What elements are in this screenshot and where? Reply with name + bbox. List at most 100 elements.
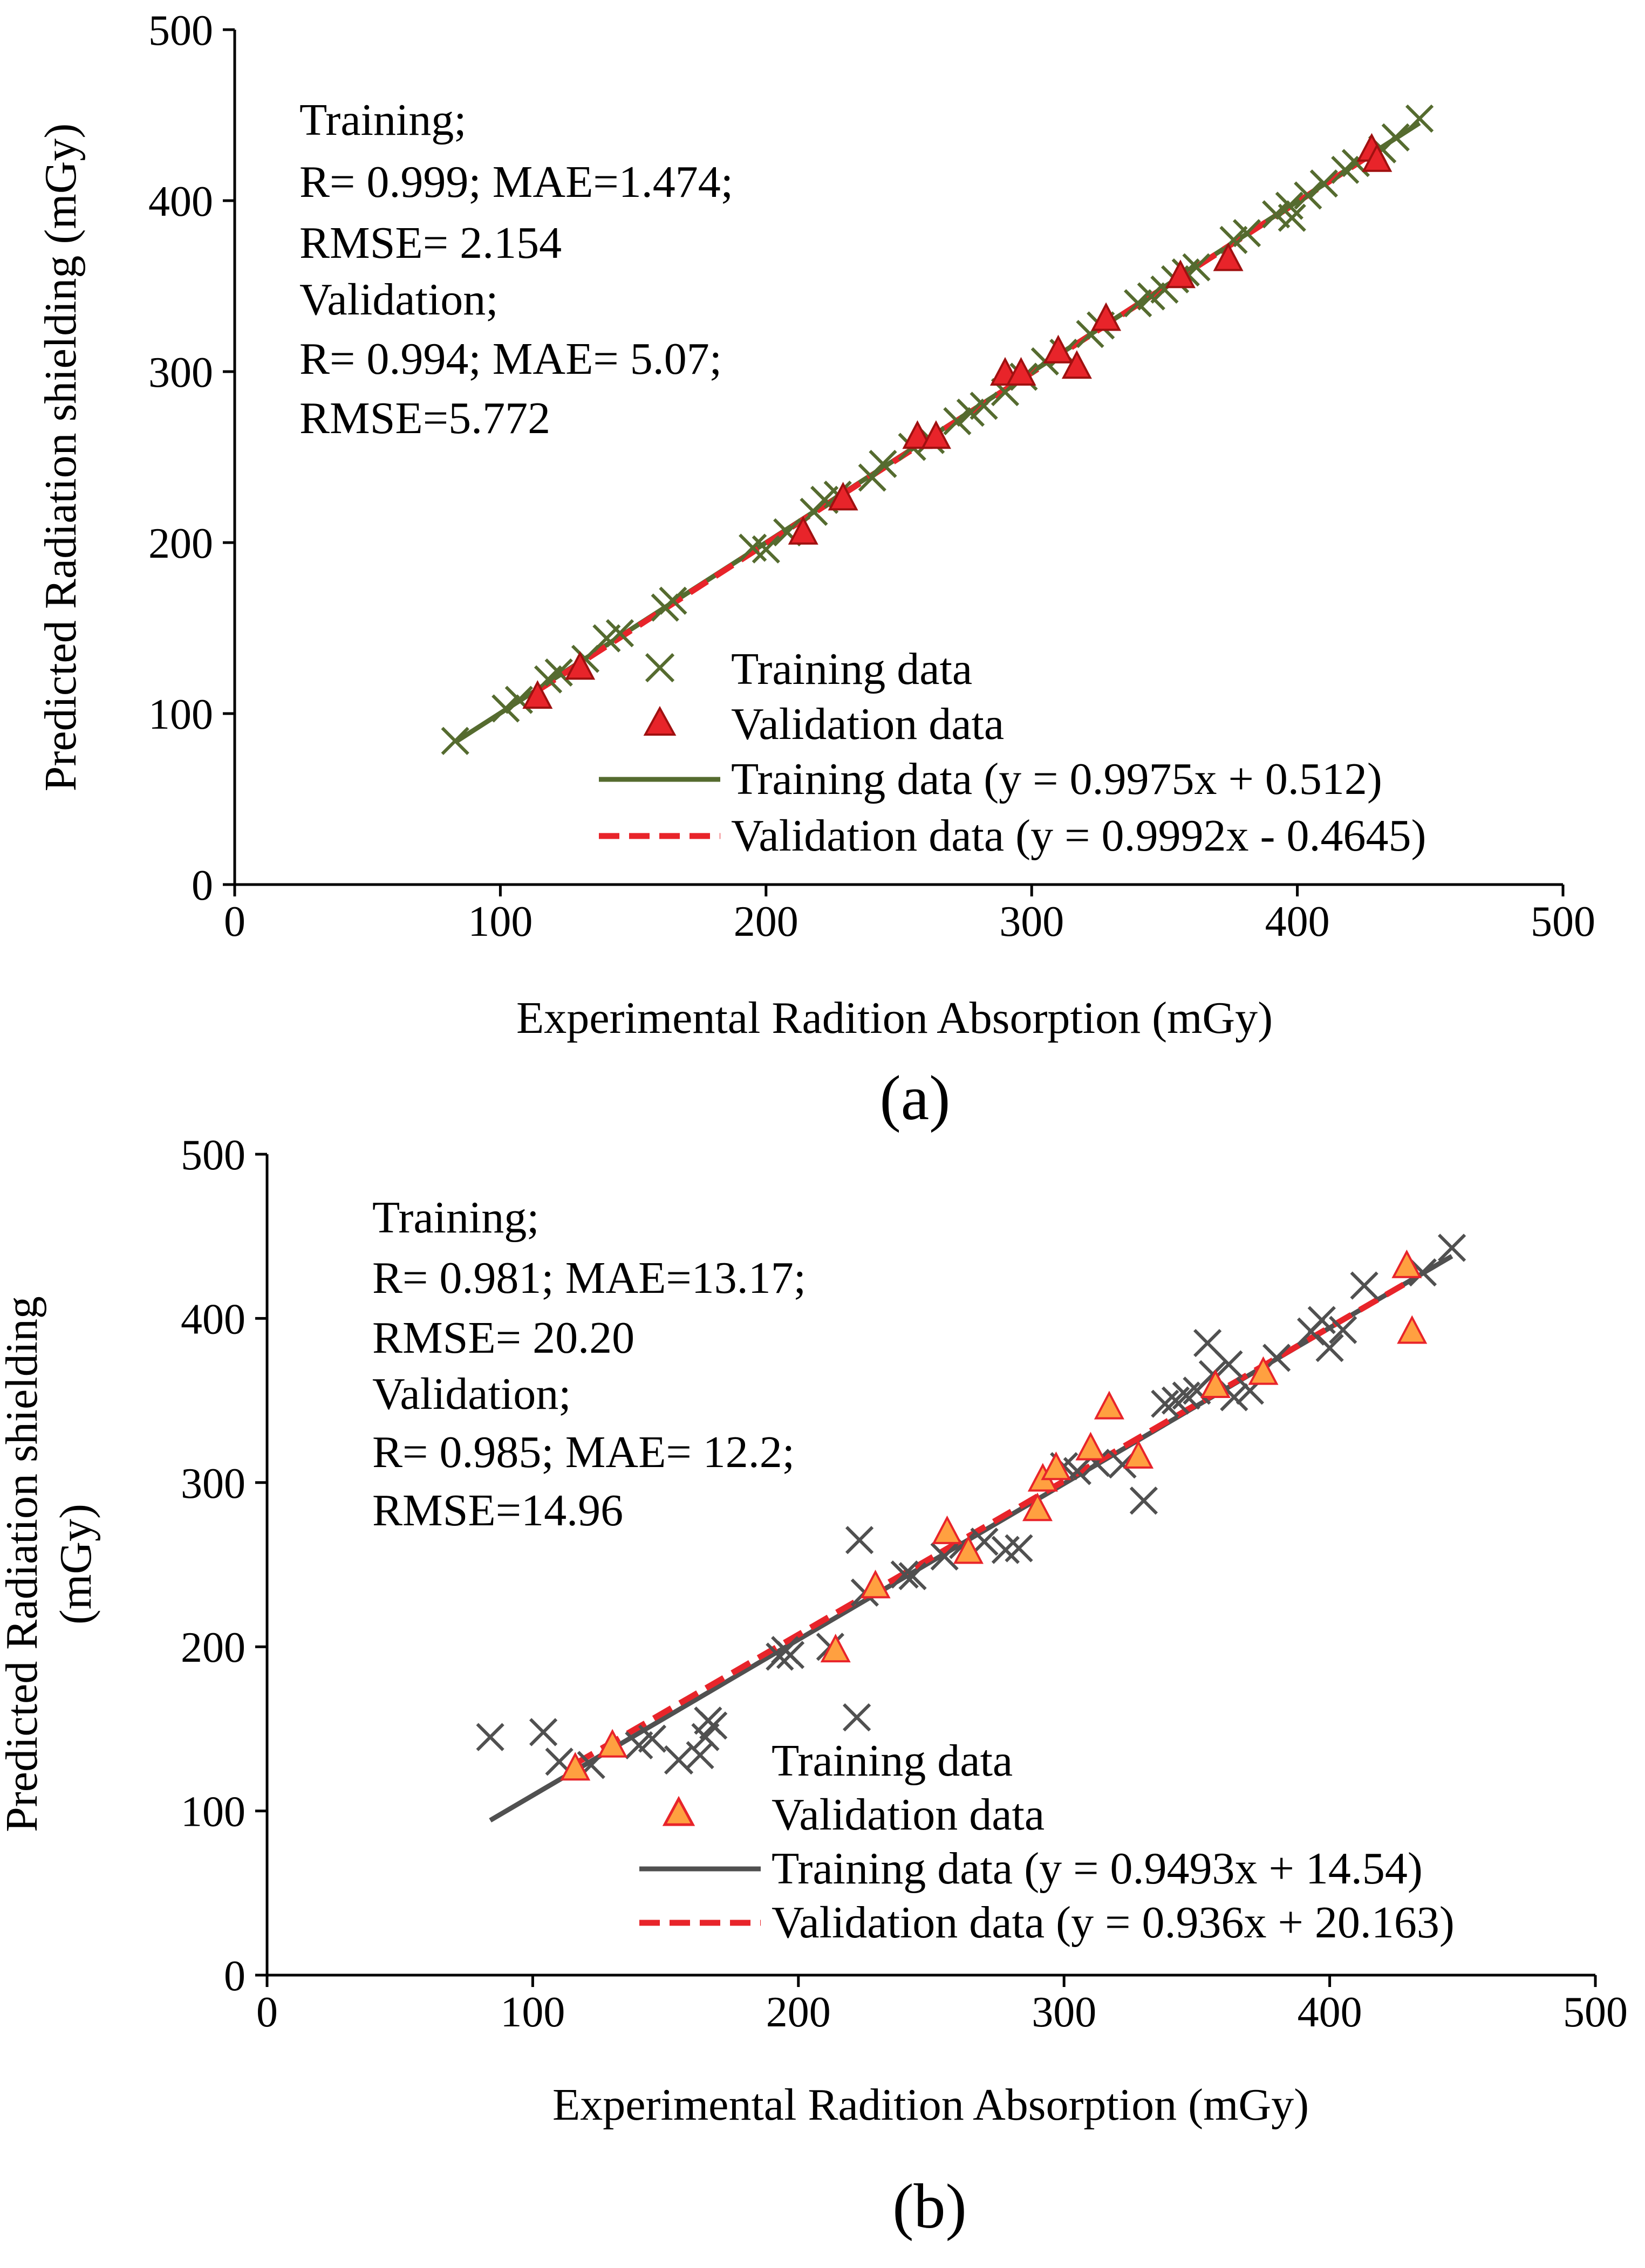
training-point [1381, 123, 1410, 152]
training-point [752, 535, 780, 564]
x-tick-label: 500 [1563, 1989, 1628, 2036]
legend-validation-fit-label: Validation data (y = 0.9992x - 0.4645) [731, 811, 1426, 861]
stats-line-3: RMSE= 2.154 [299, 218, 562, 268]
x-tick-label: 500 [1531, 898, 1595, 945]
training-point [930, 1542, 959, 1571]
training-point [858, 463, 886, 492]
training-point [1405, 104, 1434, 133]
panel-label: (a) [880, 1063, 951, 1133]
training-point [1129, 1486, 1158, 1515]
legend: Training data Validation data Training d… [599, 644, 1426, 861]
y-tick-label: 0 [224, 1952, 245, 2000]
training-point [1315, 1334, 1344, 1362]
y-axis-label: Predicted Radiation shielding (mGy) [36, 124, 86, 792]
legend: Training data Validation data Training d… [639, 1736, 1455, 1948]
validation-point [1165, 259, 1196, 289]
stats-annotation: Training; R= 0.981; MAE=13.17; RMSE= 20.… [372, 1193, 806, 1536]
stats-line-4: Validation; [299, 275, 499, 325]
y-tick-label: 100 [181, 1789, 245, 1836]
x-tick-label: 400 [1298, 1989, 1362, 2036]
training-point [1350, 1271, 1378, 1300]
training-point [1219, 225, 1248, 255]
training-point [1232, 219, 1261, 248]
y-axis-label-line-2: (mGy) [51, 1504, 101, 1625]
training-point [970, 392, 998, 420]
validation-point [902, 420, 933, 449]
legend-validation-fit-label: Validation data (y = 0.936x + 20.163) [772, 1897, 1455, 1948]
y-axis-label-line-1: Predicted Radiation shielding (mGy) [36, 124, 86, 792]
training-point [1294, 181, 1322, 210]
chart-panel-b: 0 100 200 300 400 500 0 100 200 300 400 500 Trainin… [0, 1132, 1628, 2242]
validation-point [953, 1535, 984, 1564]
y-axis-label-line-1: Predicted Radiation shielding [0, 1296, 47, 1832]
x-tick-label: 0 [256, 1989, 278, 2036]
training-point [845, 1526, 874, 1554]
validation-point [920, 420, 951, 449]
training-point [638, 1724, 667, 1753]
training-point [605, 619, 634, 648]
tick-group: 0 100 200 300 400 500 0 100 200 300 400 500 [181, 1132, 1628, 2036]
stats-line-6: RMSE=14.96 [372, 1485, 623, 1536]
training-point [1214, 1350, 1243, 1379]
stats-line-4: Validation; [372, 1369, 571, 1419]
legend-training-marker [664, 1745, 694, 1775]
stats-line-5: R= 0.985; MAE= 12.2; [372, 1427, 795, 1477]
training-point [1005, 1534, 1033, 1563]
x-tick-label: 200 [766, 1989, 831, 2036]
y-axis-label: Predicted Radiation shielding(mGy) [0, 1296, 101, 1832]
stats-line-1: Training; [372, 1193, 540, 1243]
training-point [1309, 169, 1338, 198]
panel-label: (b) [892, 2171, 967, 2242]
y-tick-label: 500 [148, 7, 213, 54]
training-point [476, 1723, 504, 1751]
legend-validation-label: Validation data [772, 1790, 1045, 1840]
training-point [1151, 1389, 1179, 1418]
x-tick-label: 300 [999, 898, 1064, 945]
training-point [699, 1711, 728, 1740]
x-tick-label: 0 [224, 898, 245, 945]
points-group [476, 1234, 1466, 1781]
validation-point [1094, 1390, 1124, 1420]
y-tick-label: 400 [181, 1296, 245, 1343]
legend-validation-marker [662, 1796, 695, 1826]
validation-point [1362, 143, 1393, 172]
y-tick-label: 500 [181, 1132, 245, 1179]
y-tick-label: 300 [148, 349, 213, 396]
validation-fit-line [574, 1277, 1414, 1766]
validation-point [1041, 1451, 1071, 1481]
validation-point [1091, 302, 1122, 331]
legend-training-label: Training data [772, 1736, 1013, 1786]
training-point [898, 1562, 927, 1591]
validation-point [560, 1752, 591, 1781]
training-point [441, 727, 469, 755]
y-tick-label: 0 [192, 862, 213, 909]
axes-group [265, 1154, 1595, 1977]
training-point [943, 407, 972, 436]
validation-point [597, 1729, 628, 1758]
training-point [1437, 1234, 1466, 1262]
validation-point [1006, 357, 1036, 386]
training-point [529, 1718, 558, 1746]
legend-training-fit-label: Training data (y = 0.9975x + 0.512) [731, 754, 1382, 804]
tick-group: 0 100 200 300 400 500 0 100 200 300 400 500 [148, 7, 1595, 945]
validation-point [1391, 1249, 1422, 1278]
validation-point [565, 651, 596, 680]
training-point [1124, 289, 1152, 318]
stats-line-1: Training; [299, 95, 467, 145]
validation-point [1397, 1315, 1428, 1344]
training-point [1307, 1306, 1336, 1334]
y-tick-label: 200 [148, 520, 213, 567]
stats-line-5: R= 0.994; MAE= 5.07; [299, 334, 722, 384]
validation-point [1123, 1440, 1154, 1469]
validation-point [788, 516, 818, 545]
stats-line-2: R= 0.981; MAE=13.17; [372, 1253, 806, 1303]
legend-training-fit-label: Training data (y = 0.9493x + 14.54) [772, 1844, 1423, 1894]
legend-training-marker [645, 653, 675, 683]
validation-point [1061, 350, 1092, 379]
points-group [441, 104, 1434, 755]
y-tick-label: 100 [148, 691, 213, 738]
validation-point [1022, 1492, 1053, 1522]
training-point [544, 658, 573, 687]
validation-point [820, 1634, 851, 1663]
